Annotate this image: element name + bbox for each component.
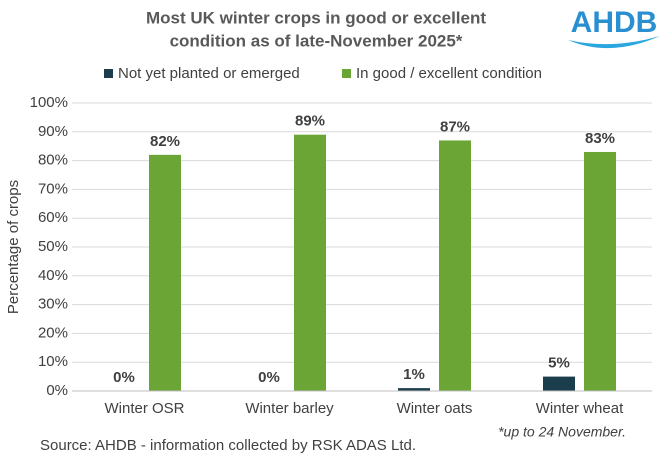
logo: AHDB xyxy=(571,6,658,39)
y-tick-label: 100% xyxy=(30,94,68,111)
bar xyxy=(149,154,181,391)
bar xyxy=(584,151,616,391)
legend-swatch xyxy=(104,69,113,78)
value-label: 89% xyxy=(295,113,325,130)
legend-label: In good / excellent condition xyxy=(356,65,542,82)
source: Source: AHDB - information collected by … xyxy=(40,437,416,454)
x-tick-label: Winter oats xyxy=(397,400,473,417)
legend-swatch xyxy=(342,69,351,78)
logo-swoosh xyxy=(568,36,660,49)
bar xyxy=(294,134,326,391)
bar xyxy=(439,140,471,391)
chart-title: Most UK winter crops in good or excellen… xyxy=(146,8,486,27)
y-tick-label: 70% xyxy=(38,180,68,197)
chart-title: condition as of late-November 2025* xyxy=(170,31,463,50)
y-tick-label: 40% xyxy=(38,267,68,284)
value-label: 0% xyxy=(258,369,280,386)
x-tick-label: Winter wheat xyxy=(536,400,624,417)
value-label: 87% xyxy=(440,118,470,135)
value-label: 1% xyxy=(403,366,425,383)
y-tick-label: 20% xyxy=(38,324,68,341)
value-label: 0% xyxy=(113,369,135,386)
x-tick-label: Winter OSR xyxy=(104,400,184,417)
y-tick-label: 0% xyxy=(46,382,68,399)
footnote: *up to 24 November. xyxy=(498,424,626,440)
y-tick-label: 80% xyxy=(38,152,68,169)
value-label: 82% xyxy=(150,133,180,150)
value-label: 5% xyxy=(548,355,570,372)
y-tick-label: 90% xyxy=(38,123,68,140)
y-axis-label: Percentage of crops xyxy=(5,180,22,314)
y-tick-label: 10% xyxy=(38,353,68,370)
bar xyxy=(398,388,430,391)
value-label: 83% xyxy=(585,130,615,147)
legend-label: Not yet planted or emerged xyxy=(118,65,300,82)
y-tick-label: 50% xyxy=(38,238,68,255)
x-tick-label: Winter barley xyxy=(245,400,334,417)
bar xyxy=(543,376,575,391)
y-tick-label: 30% xyxy=(38,296,68,313)
y-tick-label: 60% xyxy=(38,209,68,226)
